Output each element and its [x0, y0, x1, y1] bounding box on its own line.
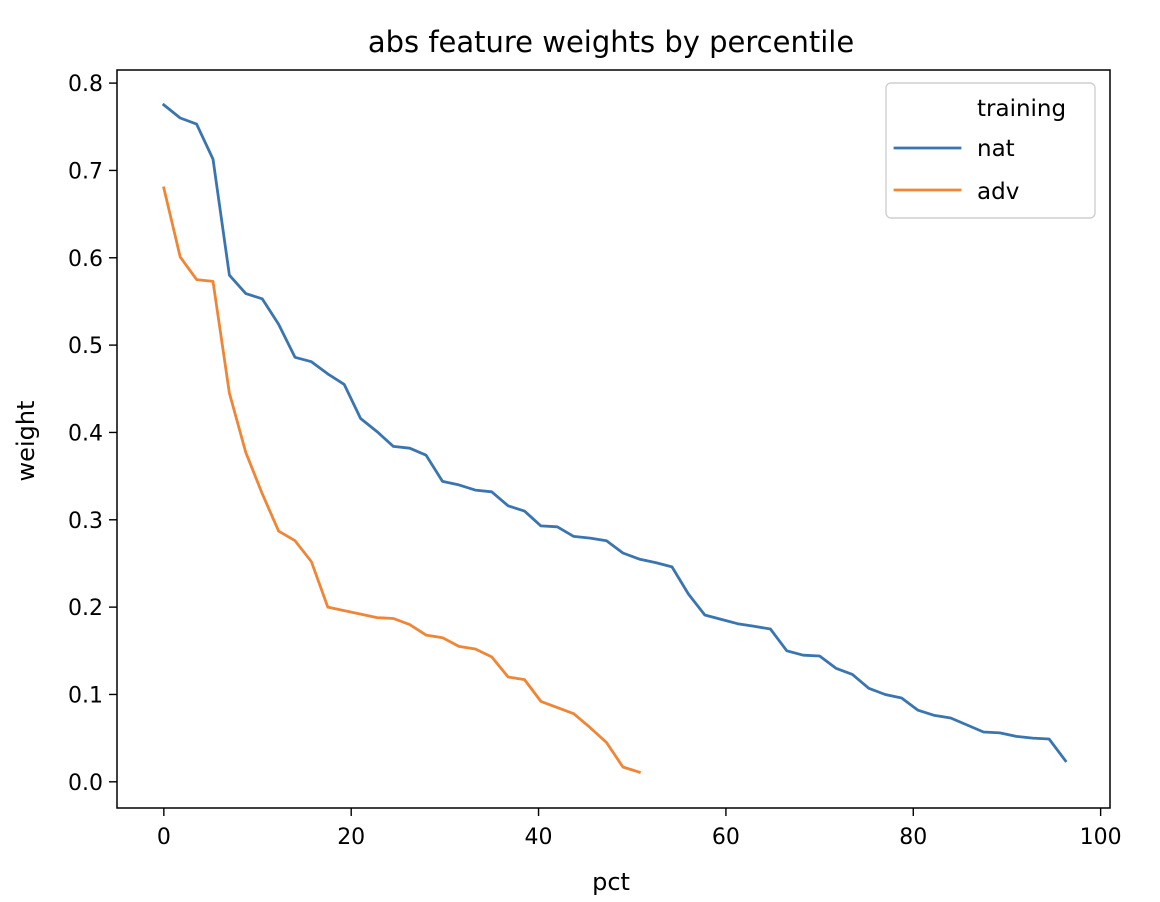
- x-tick-label: 20: [337, 825, 365, 850]
- series-lines: [161, 102, 1068, 774]
- y-tick-label: 0.5: [68, 334, 103, 359]
- x-axis-label: pct: [592, 868, 630, 896]
- y-tick-label: 0.1: [68, 683, 103, 708]
- plot-area: [116, 69, 1111, 809]
- y-tick-label: 0.0: [68, 771, 103, 796]
- legend-title: training: [977, 96, 1066, 122]
- y-tick-label: 0.2: [68, 596, 103, 621]
- series-line-nat: [161, 102, 1068, 763]
- y-tick-label: 0.7: [68, 159, 103, 184]
- y-tick-label: 0.8: [68, 72, 103, 97]
- x-tick-label: 80: [899, 825, 927, 850]
- x-tick-label: 100: [1080, 825, 1122, 850]
- legend: training nat adv: [885, 82, 1096, 219]
- axis-ticks: 0 20 40 60 80 100 0.0 0.1 0.2 0.3 0.4 0.5 0.6 0.7 0.8: [68, 72, 1122, 850]
- x-tick-label: 0: [157, 825, 171, 850]
- legend-box: [885, 82, 1096, 219]
- x-tick-label: 60: [712, 825, 740, 850]
- series-line-adv: [162, 186, 642, 774]
- y-tick-label: 0.6: [68, 247, 103, 272]
- plot-frame: [116, 69, 1111, 809]
- x-tick-label: 40: [525, 825, 553, 850]
- legend-label-nat: nat: [977, 136, 1015, 162]
- y-axis-label: weight: [12, 401, 40, 482]
- chart-title: abs feature weights by percentile: [368, 25, 854, 59]
- y-tick-label: 0.4: [68, 421, 103, 446]
- y-tick-label: 0.3: [68, 509, 103, 534]
- legend-label-adv: adv: [977, 179, 1019, 205]
